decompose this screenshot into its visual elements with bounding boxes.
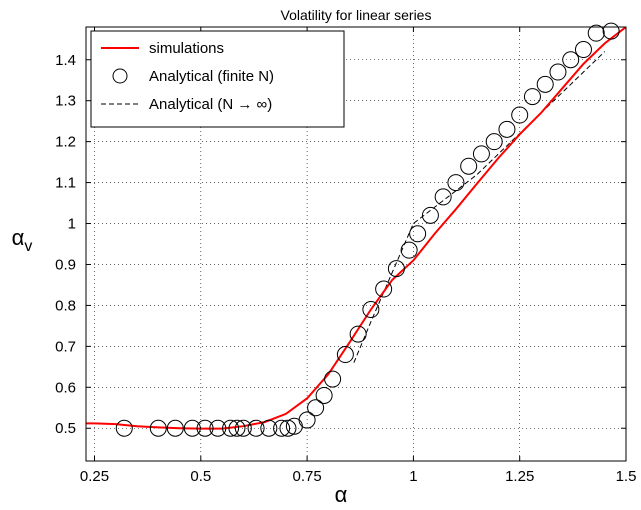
y-tick-label: 0.5 [55,420,76,437]
data-point-analytical-finite [447,174,465,192]
data-point-analytical-finite [234,419,252,437]
data-point-analytical-finite [324,370,342,388]
legend: simulations Analytical (finite N) Analytic… [90,30,345,128]
data-point-analytical-finite [562,51,580,69]
data-point-analytical-finite [485,133,503,151]
legend-label: simulations [149,40,224,57]
y-tick-label: 0.6 [55,379,76,396]
data-point-analytical-finite [421,206,439,224]
data-point-analytical-finite [498,120,516,138]
y-tick-label: 1.2 [55,134,76,151]
y-tick-label: 0.7 [55,338,76,355]
plot-frame [85,26,627,462]
data-point-analytical-finite [375,280,393,298]
y-tick-label: 0.9 [55,256,76,273]
data-point-analytical-finite [400,241,418,259]
data-point-analytical-finite [279,419,297,437]
data-point-analytical-finite [149,419,167,437]
data-point-analytical-finite [549,63,567,81]
series-line-analytical-infinite [353,51,606,363]
y-tick-label: 1.4 [55,52,76,69]
data-point-analytical-finite [298,411,316,429]
data-point-analytical-finite [222,419,240,437]
legend-label: Analytical (finite N) [149,68,274,85]
data-point-analytical-finite [307,399,325,417]
data-point-analytical-finite [273,419,291,437]
y-axis-label: αv [12,225,33,255]
y-tick-label: 1 [68,216,76,233]
data-point-analytical-finite [349,325,367,343]
data-point-analytical-finite [183,419,201,437]
data-point-analytical-finite [247,419,265,437]
y-tick-label: 1.1 [55,175,76,192]
x-tick-label: 0.75 [293,468,322,485]
series-line-simulations [86,27,626,430]
ticks [86,27,627,461]
series-layer [86,22,626,437]
data-point-analytical-finite [460,157,478,175]
y-tick-labels: 0.5 0.6 0.7 0.8 0.9 1 1.1 1.2 1.3 1.4 [55,52,76,437]
x-axis-label: α [335,482,348,507]
data-point-analytical-finite [602,22,620,40]
data-point-analytical-finite [228,419,246,437]
y-tick-label: 1.3 [55,93,76,110]
data-point-analytical-finite [536,75,554,93]
data-point-analytical-finite [523,88,541,106]
data-point-analytical-finite [285,417,303,435]
x-tick-label: 1.25 [505,468,534,485]
data-point-analytical-finite [196,419,214,437]
data-point-analytical-finite [336,346,354,364]
data-point-analytical-finite [434,188,452,206]
x-tick-label: 0.5 [190,468,211,485]
chart-title: Volatility for linear series [281,7,432,23]
legend-marker-analytical-finite [112,68,128,84]
y-axis-label-main: α [12,225,25,250]
x-tick-label: 1 [409,468,417,485]
data-point-analytical-finite [362,301,380,319]
x-tick-labels: 0.25 0.5 0.75 1 1.25 1.5 [80,468,637,485]
x-tick-label: 1.5 [616,468,637,485]
data-point-analytical-finite [115,419,133,437]
data-point-analytical-finite [387,260,405,278]
data-point-analytical-finite [315,386,333,404]
y-axis-label-sub: v [24,238,32,255]
data-point-analytical-finite [472,145,490,163]
data-point-analytical-finite [409,225,427,243]
data-point-analytical-finite [511,106,529,124]
data-point-analytical-finite [209,419,227,437]
data-point-analytical-finite [166,419,184,437]
data-point-analytical-finite [260,419,278,437]
legend-label: Analytical (N → ∞) [149,96,272,113]
y-tick-label: 0.8 [55,297,76,314]
x-tick-label: 0.25 [80,468,109,485]
data-point-analytical-finite [587,24,605,42]
data-point-analytical-finite [574,41,592,59]
